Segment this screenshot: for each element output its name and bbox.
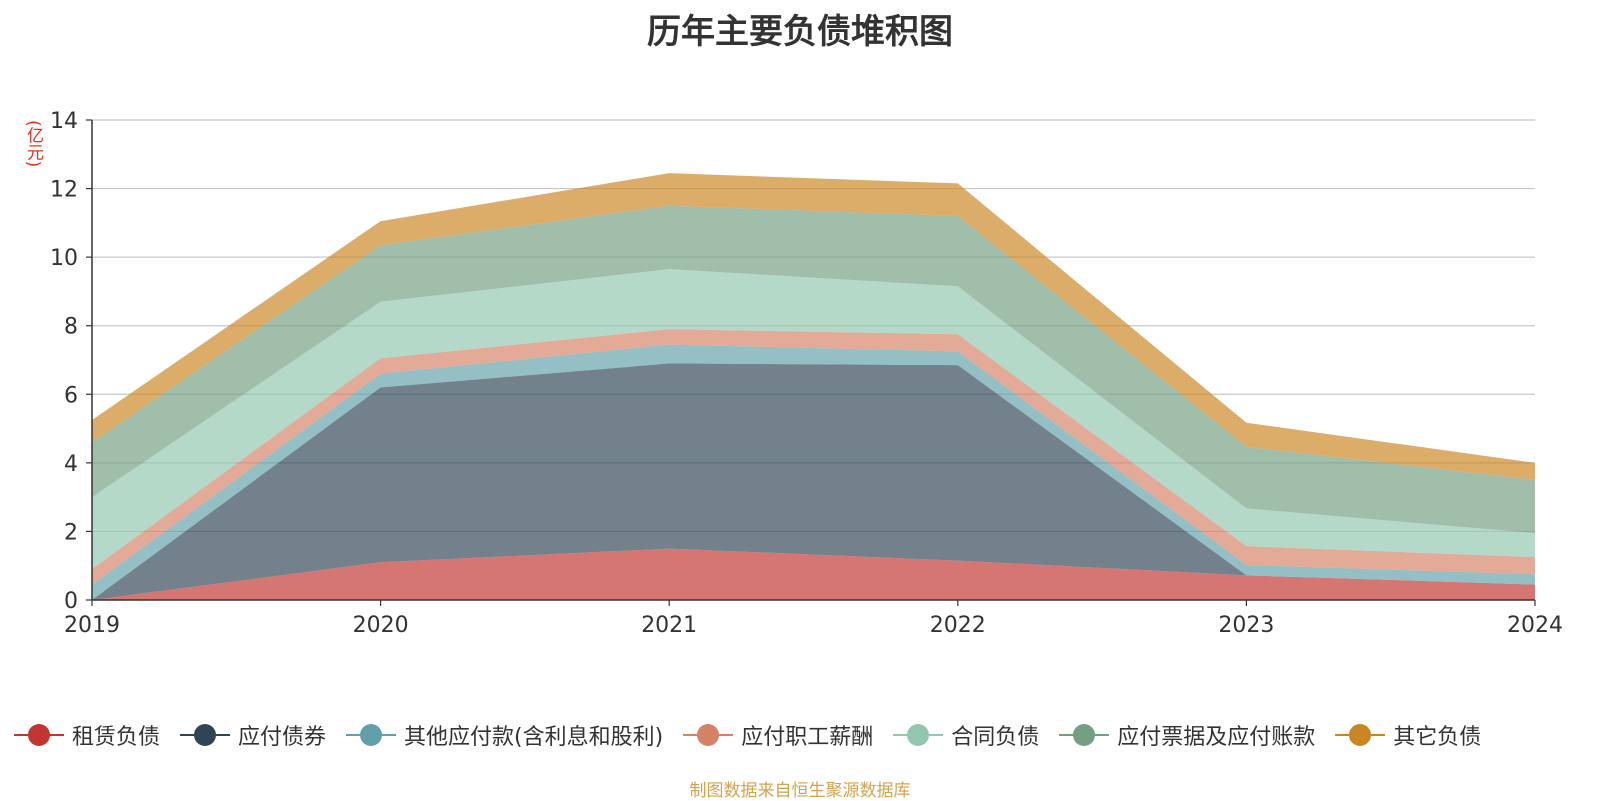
legend: 租赁负债 应付债券 其他应付款(含利息和股利) 应付职工薪酬 合同负债 应付票据及应付账款… xyxy=(14,718,1594,752)
legend-label: 应付债券 xyxy=(238,725,327,750)
legend-label: 租赁负债 xyxy=(72,725,161,750)
y-tick-label: 2 xyxy=(64,520,78,545)
area-series xyxy=(92,173,1535,600)
area-其他应付款(含利息和股利) xyxy=(92,344,1535,600)
data-source-note: 制图数据来自恒生聚源数据库 xyxy=(689,781,911,801)
legend-label: 应付票据及应付账款 xyxy=(1117,725,1316,750)
y-axis-unit-text: 亿元 xyxy=(23,126,43,161)
legend-item[interactable]: 租赁负债 xyxy=(14,719,160,751)
legend-marker-icon xyxy=(1335,722,1386,748)
legend-marker-icon xyxy=(14,722,64,748)
area-租赁负债 xyxy=(92,548,1535,600)
legend-item[interactable]: 合同负债 xyxy=(893,719,1039,751)
x-tick-label: 2021 xyxy=(641,613,697,638)
legend-label: 其它负债 xyxy=(1393,725,1482,750)
x-tick-label: 2023 xyxy=(1218,613,1274,638)
legend-marker-icon xyxy=(893,722,944,748)
y-axis-ticks: 0 2 4 6 8 10 12 14 xyxy=(50,109,92,614)
y-tick-label: 14 xyxy=(50,109,78,134)
x-tick-label: 2020 xyxy=(353,613,409,638)
legend-label: 其他应付款(含利息和股利) xyxy=(404,725,664,750)
y-axis-unit-label: (亿元) xyxy=(23,120,43,168)
legend-marker-icon xyxy=(1059,722,1110,748)
legend-item[interactable]: 其它负债 xyxy=(1335,719,1481,751)
x-tick-label: 2019 xyxy=(64,613,120,638)
y-tick-label: 12 xyxy=(50,178,78,203)
legend-item[interactable]: 应付债券 xyxy=(180,719,326,751)
y-tick-label: 10 xyxy=(50,246,78,271)
y-tick-label: 0 xyxy=(64,589,78,614)
legend-marker-icon xyxy=(346,722,397,748)
legend-label: 应付职工薪酬 xyxy=(741,725,874,750)
area-合同负债 xyxy=(92,269,1535,570)
x-tick-label: 2022 xyxy=(930,613,986,638)
legend-marker-icon xyxy=(180,722,231,748)
legend-item[interactable]: 应付票据及应付账款 xyxy=(1059,719,1315,751)
y-tick-label: 6 xyxy=(64,383,78,408)
legend-marker-icon xyxy=(683,722,734,748)
area-应付票据及应付账款 xyxy=(92,205,1535,534)
chart-title: 历年主要负债堆积图 xyxy=(647,12,953,52)
legend-item[interactable]: 应付职工薪酬 xyxy=(683,719,873,751)
area-应付职工薪酬 xyxy=(92,329,1535,585)
y-tick-label: 8 xyxy=(64,315,78,340)
y-tick-label: 4 xyxy=(64,452,78,477)
x-axis-ticks: 2019 2020 2021 2022 2023 2024 xyxy=(64,600,1563,638)
stacked-area-chart: 0 2 4 6 8 10 12 14 2019 2020 2021 2022 2023 2024 xyxy=(50,109,1563,638)
x-tick-label: 2024 xyxy=(1507,613,1563,638)
legend-label: 合同负债 xyxy=(951,725,1040,750)
legend-item[interactable]: 其他应付款(含利息和股利) xyxy=(346,719,663,751)
area-其它负债 xyxy=(92,173,1535,480)
area-应付债券 xyxy=(92,363,1535,600)
axes xyxy=(91,120,1535,601)
